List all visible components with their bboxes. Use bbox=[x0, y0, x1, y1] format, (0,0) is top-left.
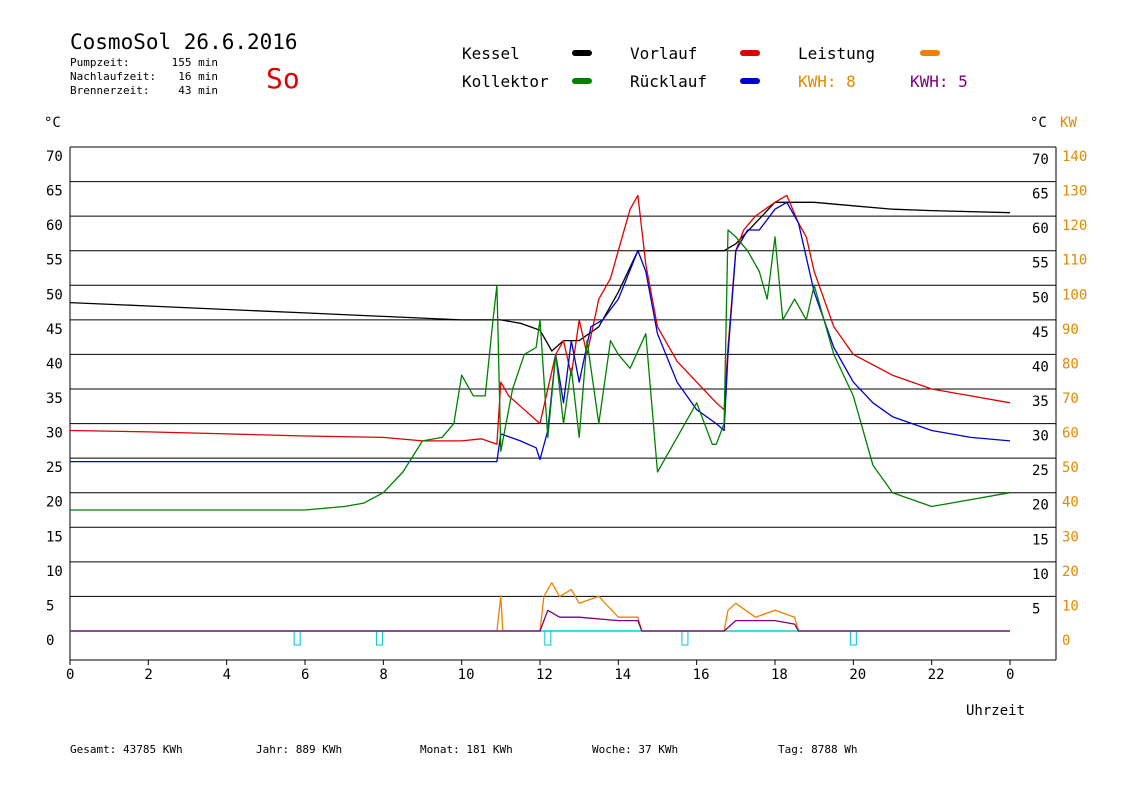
y-tick-left: 10 bbox=[46, 564, 63, 580]
y-tick-right-kw: 130 bbox=[1062, 184, 1087, 200]
y-tick-right-kw: 110 bbox=[1062, 253, 1087, 269]
y-tick-right-kw: 80 bbox=[1062, 356, 1079, 372]
y-tick-left: 5 bbox=[46, 598, 54, 614]
y-tick-right-c: 15 bbox=[1032, 532, 1049, 548]
y-tick-right-kw: 20 bbox=[1062, 564, 1079, 580]
legend-ruecklauf-swatch bbox=[740, 78, 760, 84]
legend-kwh2: KWH: 5 bbox=[910, 72, 968, 91]
stat-pumpzeit: Pumpzeit: 155 min bbox=[70, 56, 218, 69]
y-tick-right-kw: 10 bbox=[1062, 598, 1079, 614]
y-unit-left: °C bbox=[44, 115, 61, 131]
stat-nachlaufzeit: Nachlaufzeit: 16 min bbox=[70, 70, 218, 83]
legend-leistung-label: Leistung bbox=[798, 44, 876, 63]
x-tick-label: 22 bbox=[928, 667, 945, 683]
series-brenner-line bbox=[70, 609, 1010, 632]
y-tick-left: 15 bbox=[46, 529, 63, 545]
x-tick-label: 8 bbox=[379, 667, 387, 683]
x-tick-label: 14 bbox=[614, 667, 631, 683]
y-tick-right-c: 20 bbox=[1032, 498, 1049, 514]
footer-monat: Monat: 181 KWh bbox=[420, 743, 513, 756]
legend-leistung-swatch bbox=[920, 50, 940, 56]
y-tick-right-c: 35 bbox=[1032, 394, 1049, 410]
y-tick-left: 60 bbox=[46, 218, 63, 234]
y-tick-left: 50 bbox=[46, 287, 63, 303]
y-tick-right-kw: 30 bbox=[1062, 529, 1079, 545]
y-tick-right-kw: 100 bbox=[1062, 287, 1087, 303]
chart-title: CosmoSol 26.6.2016 bbox=[70, 30, 298, 54]
y-tick-left: 20 bbox=[46, 495, 63, 511]
y-tick-left: 40 bbox=[46, 356, 63, 372]
footer-woche: Woche: 37 KWh bbox=[592, 743, 679, 756]
y-tick-left: 45 bbox=[46, 322, 63, 338]
legend-ruecklauf-label: Rücklauf bbox=[630, 72, 708, 91]
x-tick-label: 0 bbox=[1006, 667, 1014, 683]
y-tick-left: 65 bbox=[46, 184, 63, 200]
legend-vorlauf-label: Vorlauf bbox=[630, 44, 698, 63]
x-tick-label: 12 bbox=[536, 667, 553, 683]
x-axis-label: Uhrzeit bbox=[966, 703, 1025, 719]
pump-marker bbox=[544, 630, 552, 646]
y-tick-right-kw: 90 bbox=[1062, 322, 1079, 338]
x-tick-label: 0 bbox=[66, 667, 74, 683]
y-tick-right-c: 70 bbox=[1032, 152, 1049, 168]
stats-panel: Pumpzeit: 155 min Nachlaufzeit: 16 min Bre… bbox=[70, 56, 218, 98]
legend-kessel-swatch bbox=[572, 50, 592, 56]
y-tick-right-kw: 70 bbox=[1062, 391, 1079, 407]
legend-kollektor-label: Kollektor bbox=[462, 72, 549, 91]
y-unit-right-c: °C bbox=[1030, 115, 1047, 131]
legend-kollektor-swatch bbox=[572, 78, 592, 84]
series-leistung-line bbox=[70, 581, 1010, 632]
y-tick-left: 25 bbox=[46, 460, 63, 476]
footer-tag: Tag: 8788 Wh bbox=[778, 743, 858, 756]
legend-kwh1: KWH: 8 bbox=[798, 72, 856, 91]
pump-marker bbox=[293, 630, 301, 646]
pump-marker bbox=[681, 630, 689, 646]
pump-marker bbox=[375, 630, 383, 646]
y-tick-right-c: 65 bbox=[1032, 187, 1049, 203]
y-tick-left: 35 bbox=[46, 391, 63, 407]
y-tick-right-c: 55 bbox=[1032, 256, 1049, 272]
weekday-label: So bbox=[266, 62, 300, 95]
footer-jahr: Jahr: 889 KWh bbox=[256, 743, 343, 756]
footer-gesamt: Gesamt: 43785 KWh bbox=[70, 743, 183, 756]
y-tick-left: 0 bbox=[46, 633, 54, 649]
series-kollektor-line bbox=[70, 229, 1011, 511]
y-tick-right-kw: 60 bbox=[1062, 426, 1079, 442]
y-tick-right-c: 25 bbox=[1032, 463, 1049, 479]
x-tick-label: 6 bbox=[301, 667, 309, 683]
stat-brennerzeit: Brennerzeit: 43 min bbox=[70, 84, 218, 97]
x-tick-label: 2 bbox=[144, 667, 152, 683]
x-tick-label: 10 bbox=[458, 667, 475, 683]
x-tick-label: 4 bbox=[223, 667, 231, 683]
y-tick-right-kw: 0 bbox=[1062, 633, 1070, 649]
y-tick-left: 70 bbox=[46, 149, 63, 165]
y-tick-right-kw: 40 bbox=[1062, 495, 1079, 511]
y-unit-right-kw: KW bbox=[1060, 115, 1077, 131]
y-tick-right-kw: 140 bbox=[1062, 149, 1087, 165]
y-tick-right-c: 45 bbox=[1032, 325, 1049, 341]
series-vorlauf-line bbox=[69, 194, 1011, 445]
y-tick-right-c: 30 bbox=[1032, 429, 1049, 445]
y-tick-right-c: 50 bbox=[1032, 290, 1049, 306]
x-tick-label: 16 bbox=[693, 667, 710, 683]
y-tick-right-c: 40 bbox=[1032, 359, 1049, 375]
legend-kessel-label: Kessel bbox=[462, 44, 520, 63]
y-tick-right-c: 5 bbox=[1032, 601, 1040, 617]
y-tick-right-c: 60 bbox=[1032, 221, 1049, 237]
legend-vorlauf-swatch bbox=[740, 50, 760, 56]
series-kessel-line bbox=[69, 201, 1011, 352]
y-tick-left: 30 bbox=[46, 426, 63, 442]
x-tick-label: 20 bbox=[849, 667, 866, 683]
pump-marker bbox=[849, 630, 857, 646]
y-tick-right-c: 10 bbox=[1032, 567, 1049, 583]
y-tick-right-kw: 120 bbox=[1062, 218, 1087, 234]
y-tick-left: 55 bbox=[46, 253, 63, 269]
y-tick-right-kw: 50 bbox=[1062, 460, 1079, 476]
x-tick-label: 18 bbox=[771, 667, 788, 683]
